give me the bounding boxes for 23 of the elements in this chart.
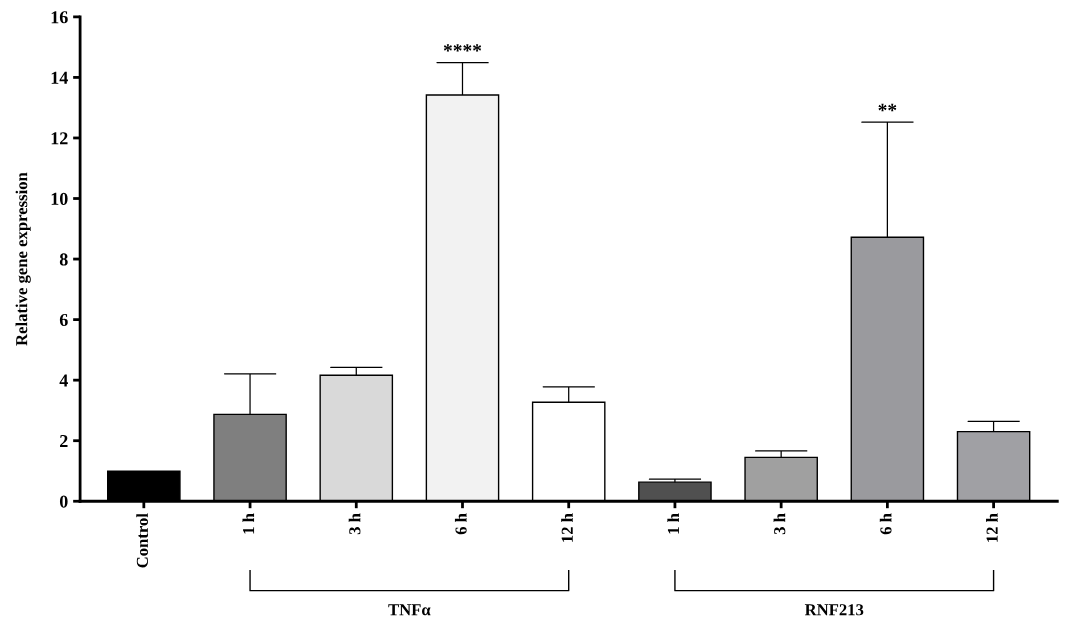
y-tick-label: 6 (59, 313, 68, 327)
x-tick-label: 3 h (348, 513, 361, 535)
y-tick-label: 2 (60, 435, 68, 447)
x-tick-label: 1 h (667, 513, 679, 534)
y-tick-label: 12 (51, 132, 68, 145)
y-tick-label: 8 (59, 253, 68, 266)
y-tick-label: 14 (51, 71, 68, 84)
y-tick-label: 10 (51, 192, 68, 205)
y-tick-label: 16 (51, 11, 68, 24)
text: RNF213 (804, 604, 864, 616)
x-tick-label: 6 h (879, 513, 892, 535)
y-axis-title: Relative gene expression (15, 172, 31, 346)
annotation: ** (878, 103, 897, 112)
x-tick-label: 12 h (986, 513, 998, 542)
x-tick-label: Control (136, 513, 148, 568)
x-tick-label: 3 h (773, 513, 786, 535)
annotation: **** (443, 44, 482, 52)
x-tick-label: 12 h (561, 513, 573, 542)
x-tick-label: 1 h (242, 513, 255, 534)
text: TNFα (388, 604, 431, 616)
y-tick-label: 0 (59, 495, 68, 508)
y-tick-label: 4 (59, 374, 68, 387)
x-tick-label: 6 h (454, 513, 467, 535)
